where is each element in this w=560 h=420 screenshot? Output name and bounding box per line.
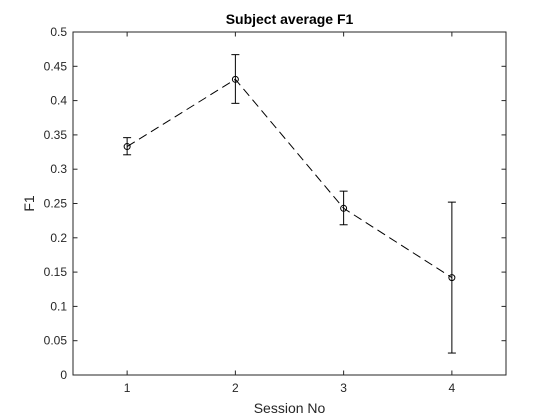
x-tick-label: 3 — [340, 381, 347, 395]
data-point — [123, 143, 131, 151]
x-tick-label: 4 — [449, 381, 456, 395]
y-tick-label: 0 — [60, 368, 67, 382]
x-tick-label: 1 — [124, 381, 131, 395]
chart-title: Subject average F1 — [226, 11, 354, 27]
x-axis-label: Session No — [254, 400, 326, 416]
data-point — [448, 274, 456, 282]
y-tick-label: 0.05 — [44, 334, 68, 348]
y-tick-label: 0.45 — [44, 59, 68, 73]
ticks: 1 2 3 4 0 0.05 0.1 0.15 0.2 0.25 0.3 0.35 0.4 0.45 0.5 — [44, 25, 506, 395]
y-tick-label: 0.35 — [44, 128, 68, 142]
y-tick-label: 0.4 — [50, 94, 67, 108]
y-tick-label: 0.3 — [50, 162, 67, 176]
y-tick-label: 0.2 — [50, 231, 67, 245]
y-tick-label: 0.25 — [44, 197, 68, 211]
data-point — [231, 75, 239, 83]
data-marks — [123, 54, 456, 354]
y-axis-label: F1 — [21, 195, 37, 212]
y-tick-label: 0.15 — [44, 265, 68, 279]
plot-area — [73, 32, 506, 375]
data-point — [340, 204, 348, 212]
series-line — [126, 78, 453, 279]
y-tick-label: 0.5 — [50, 25, 67, 39]
y-tick-label: 0.1 — [50, 299, 67, 313]
x-tick-label: 2 — [232, 381, 239, 395]
